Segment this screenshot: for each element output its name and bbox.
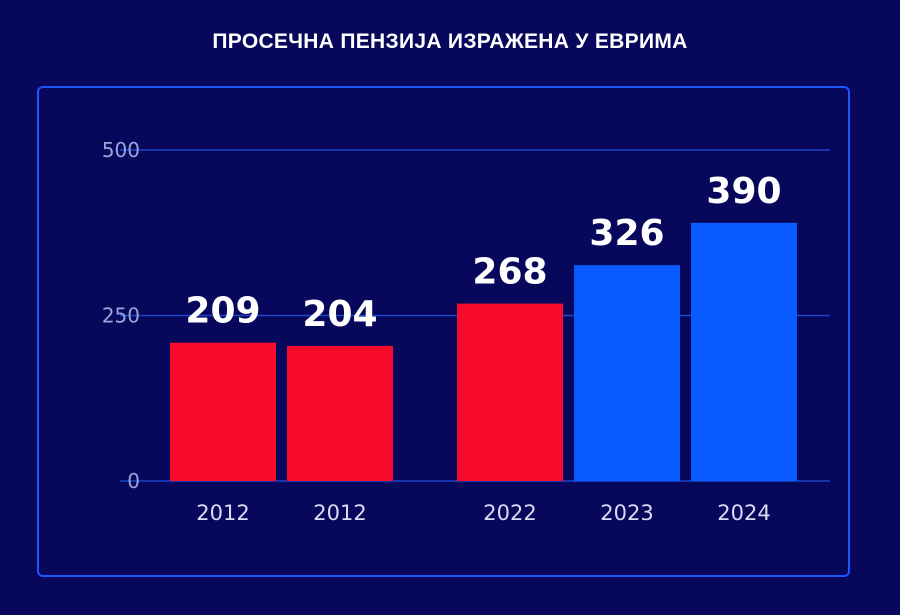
data-label: 204 [302, 294, 377, 335]
bar-3 [574, 265, 680, 481]
chart-title: ПРОСЕЧНА ПЕНЗИЈА ИЗРАЖЕНА У ЕВРИМА [212, 30, 688, 53]
data-label: 326 [589, 213, 664, 254]
data-label: 268 [472, 252, 547, 293]
x-tick-label: 2012 [196, 501, 249, 525]
y-tick-label: 500 [102, 138, 140, 162]
y-tick-label: 250 [102, 304, 140, 328]
x-tick-label: 2023 [600, 501, 653, 525]
data-label: 209 [185, 291, 260, 332]
chart-panel [37, 86, 850, 577]
bar-2 [457, 303, 563, 481]
x-tick-label: 2012 [313, 501, 366, 525]
bar-0 [170, 342, 276, 481]
bar-4 [691, 222, 797, 481]
data-label: 390 [706, 171, 781, 212]
x-tick-label: 2024 [717, 501, 770, 525]
bar-1 [287, 345, 393, 481]
x-tick-label: 2022 [483, 501, 536, 525]
y-tick-label: 0 [127, 469, 140, 493]
